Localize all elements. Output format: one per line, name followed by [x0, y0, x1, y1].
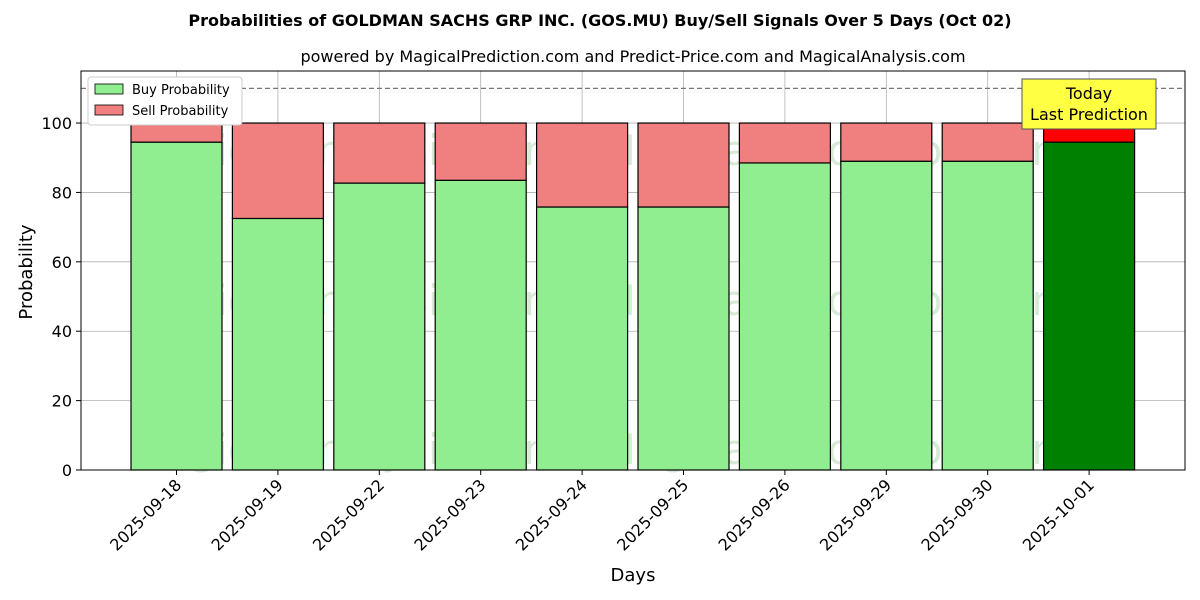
x-tick-label: 2025-09-29: [816, 475, 895, 554]
buy-bar: [637, 206, 730, 471]
buy-bar: [941, 160, 1034, 471]
annotation-line-2: Last Prediction: [1030, 105, 1148, 124]
y-axis-label: Probability: [16, 224, 37, 319]
x-tick-label: 2025-09-19: [208, 475, 287, 554]
legend: Buy Probability Sell Probability: [87, 76, 243, 126]
x-axis-label: Days: [611, 565, 656, 586]
y-tick-label: 60: [52, 253, 72, 272]
buy-bar: [738, 162, 832, 471]
y-tick-label: 40: [52, 322, 72, 341]
annotation-box: [1021, 78, 1157, 130]
buy-bar: [130, 141, 223, 471]
x-tick-label: 2025-09-18: [106, 475, 185, 554]
x-tick-label: 2025-09-24: [512, 475, 591, 554]
y-tick-label: 0: [62, 461, 72, 480]
plot-frame: [80, 70, 1186, 471]
legend-box: [87, 76, 243, 126]
buy-bar: [840, 160, 933, 471]
sell-bar: [434, 122, 527, 181]
legend-sell-label: Sell Probability: [132, 104, 229, 119]
buy-bar: [333, 182, 426, 471]
sell-bar: [231, 122, 324, 220]
legend-buy-label: Buy Probability: [132, 83, 230, 98]
buy-bar: [434, 179, 527, 471]
buy-bar: [1042, 141, 1136, 471]
chart-title: Probabilities of GOLDMAN SACHS GRP INC. …: [188, 11, 1011, 30]
x-tick-label: 2025-10-01: [1019, 475, 1098, 554]
sell-bar: [941, 122, 1034, 162]
x-tick-label: 2025-09-22: [309, 475, 388, 554]
y-tick-label: 20: [52, 392, 72, 411]
x-tick-label: 2025-09-23: [410, 475, 489, 554]
axes: [80, 70, 1186, 471]
sell-bar: [637, 122, 730, 208]
x-tick-label: 2025-09-25: [613, 475, 692, 554]
sell-bar: [535, 122, 629, 208]
annotation-line-1: Today: [1065, 84, 1112, 103]
sell-bar: [333, 122, 426, 184]
x-tick-label: 2025-09-30: [917, 475, 996, 554]
legend-buy-swatch: [94, 83, 124, 95]
x-tick-label: 2025-09-26: [715, 475, 794, 554]
sell-bar: [130, 122, 223, 143]
buy-bar: [231, 217, 324, 471]
today-annotation: Today Last Prediction: [1021, 78, 1157, 130]
bars: [130, 122, 1136, 471]
sell-bar: [840, 122, 933, 162]
buy-bar: [535, 206, 629, 471]
y-tick-label: 100: [41, 114, 72, 133]
sell-bar: [738, 122, 832, 164]
y-tick-label: 80: [52, 183, 72, 202]
legend-sell-swatch: [94, 104, 124, 116]
chart-subtitle: powered by MagicalPrediction.com and Pre…: [300, 47, 965, 66]
